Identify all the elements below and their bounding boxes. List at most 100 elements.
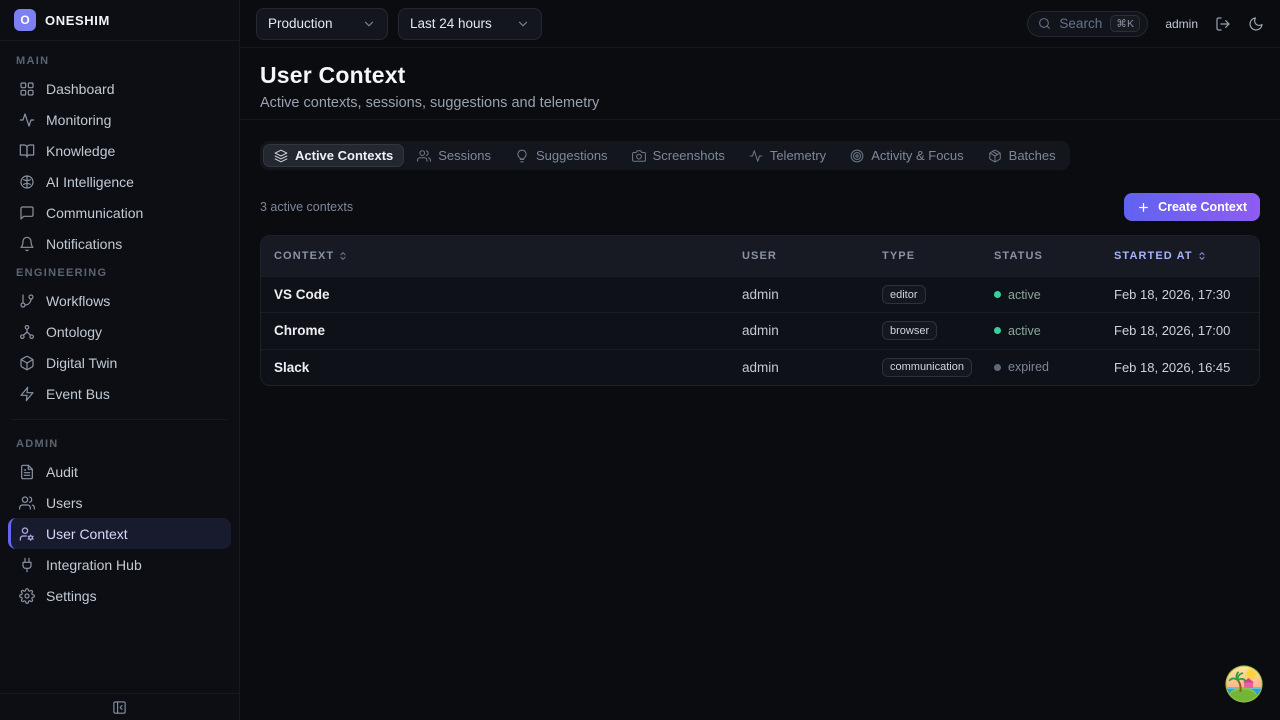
tab-label: Batches (1008, 148, 1056, 163)
environment-select-value: Production (268, 16, 333, 31)
tab-list: Active Contexts Sessions Suggestions Screen… (260, 141, 1070, 170)
users-icon (19, 495, 35, 511)
tab-suggestions[interactable]: Suggestions (504, 144, 619, 167)
create-context-button[interactable]: Create Context (1124, 193, 1260, 221)
sidebar-section-label: ENGINEERING (16, 267, 108, 279)
sidebar-item-label: Ontology (46, 323, 103, 340)
context-user: admin (742, 359, 779, 375)
sidebar-item-ontology[interactable]: Ontology (8, 316, 231, 347)
column-header-context[interactable]: CONTEXT (261, 250, 729, 262)
sidebar-item-notifications[interactable]: Notifications (8, 228, 231, 259)
sidebar-item-workflows[interactable]: Workflows (8, 285, 231, 316)
tab-activity-focus[interactable]: Activity & Focus (839, 144, 974, 167)
disc-icon (850, 149, 864, 163)
sidebar-item-ai-intelligence[interactable]: AI Intelligence (8, 166, 231, 197)
type-badge: communication (882, 357, 972, 377)
sidebar-item-label: Notifications (46, 235, 123, 252)
chevron-down-icon (362, 17, 376, 31)
table-row-chrome[interactable]: Chrome admin browser active Feb 18, 2026, 17… (261, 312, 1259, 348)
sidebar-item-user-context[interactable]: User Context (8, 518, 231, 549)
tab-batches[interactable]: Batches (977, 144, 1067, 167)
column-header-label: STATUS (994, 250, 1043, 262)
page-subtitle: Active contexts, sessions, suggestions a… (260, 95, 600, 111)
page-header: User Context Active contexts, sessions, … (240, 48, 1280, 120)
knowledge-icon (19, 143, 35, 159)
column-header-started-at[interactable]: STARTED AT (1101, 250, 1259, 262)
logout-button[interactable] (1215, 16, 1231, 32)
sidebar-item-label: Dashboard (46, 80, 115, 97)
column-header-label: TYPE (882, 250, 916, 262)
column-header-label: CONTEXT (274, 250, 335, 262)
context-user: admin (742, 323, 779, 339)
sidebar-item-audit[interactable]: Audit (8, 456, 231, 487)
layers-icon (274, 149, 288, 163)
contexts-table: CONTEXT USER TYPE STATUS STARTED AT VS Code a… (260, 235, 1260, 386)
status-badge: active (994, 288, 1101, 302)
sidebar-item-monitoring[interactable]: Monitoring (8, 104, 231, 135)
sidebar-item-settings[interactable]: Settings (8, 580, 231, 611)
sidebar-item-digital-twin[interactable]: Digital Twin (8, 347, 231, 378)
sidebar-item-integration-hub[interactable]: Integration Hub (8, 549, 231, 580)
sidebar-item-label: Integration Hub (46, 556, 142, 573)
context-type-cell: browser (869, 321, 981, 341)
sidebar-item-label: Workflows (46, 292, 111, 309)
tab-sessions[interactable]: Sessions (406, 144, 502, 167)
audit-icon (19, 464, 35, 480)
brand-logo: O (14, 9, 36, 31)
status-badge: active (994, 324, 1101, 338)
tab-screenshots[interactable]: Screenshots (621, 144, 736, 167)
sidebar-item-knowledge[interactable]: Knowledge (8, 135, 231, 166)
column-header-status: STATUS (981, 250, 1101, 262)
brand-name: ONESHIM (45, 12, 110, 28)
status-dot-icon (994, 363, 1001, 371)
sidebar-item-label: Users (46, 494, 83, 511)
sidebar-divider (0, 40, 239, 41)
column-header-label: STARTED AT (1114, 250, 1193, 262)
tab-telemetry[interactable]: Telemetry (738, 144, 837, 167)
table-row-slack[interactable]: Slack admin communication expired Feb 18, 20… (261, 348, 1259, 385)
status-label: active (1008, 287, 1041, 302)
sidebar-item-dashboard[interactable]: Dashboard (8, 73, 231, 104)
tab-label: Telemetry (769, 148, 827, 163)
sidebar-item-users[interactable]: Users (8, 487, 231, 518)
camera-icon (631, 149, 646, 163)
table-body: VS Code admin editor active Feb 18, 2026, 17… (261, 276, 1259, 385)
sidebar-item-communication[interactable]: Communication (8, 197, 231, 228)
sidebar-item-label: Digital Twin (46, 354, 118, 371)
status-badge: expired (994, 360, 1101, 374)
plus-icon (1137, 201, 1150, 214)
sidebar-section-label: MAIN (16, 55, 50, 67)
sidebar-item-event-bus[interactable]: Event Bus (8, 378, 231, 409)
tab-active-contexts[interactable]: Active Contexts (263, 144, 405, 167)
search-shortcut-badge: ⌘K (1110, 15, 1141, 32)
time-range-select-value: Last 24 hours (410, 16, 492, 31)
theme-toggle-button[interactable] (1248, 16, 1264, 32)
search-placeholder: Search (1059, 16, 1103, 31)
pulse-icon (749, 149, 763, 163)
dashboard-icon (19, 81, 35, 97)
time-range-select[interactable]: Last 24 hours (398, 7, 542, 40)
sidebar-item-label: Settings (46, 587, 97, 604)
event-bus-icon (19, 386, 35, 402)
active-contexts-count: 3 active contexts (260, 200, 354, 214)
column-header-label: USER (742, 250, 777, 262)
tab-label: Activity & Focus (871, 148, 964, 163)
sidebar-item-label: AI Intelligence (46, 173, 134, 190)
context-user: admin (742, 287, 779, 303)
search-input[interactable]: Search ⌘K (1027, 10, 1149, 37)
sidebar-collapse-button[interactable] (0, 693, 239, 720)
context-name: Chrome (274, 323, 326, 339)
table-row-vs-code[interactable]: VS Code admin editor active Feb 18, 2026, 17… (261, 276, 1259, 312)
sidebar-section-label: ADMIN (16, 438, 59, 450)
environment-select[interactable]: Production (256, 7, 388, 40)
sidebar-item-label: Communication (46, 204, 144, 221)
sort-icon (338, 251, 348, 261)
column-header-user: USER (729, 250, 869, 262)
tab-label: Suggestions (536, 148, 608, 163)
chevron-down-icon (516, 17, 530, 31)
context-type-cell: communication (869, 357, 981, 377)
sidebar-item-label: Monitoring (46, 111, 112, 128)
workflows-icon (19, 293, 35, 309)
sort-icon (1197, 251, 1207, 261)
island-widget-button[interactable] (1224, 664, 1264, 704)
